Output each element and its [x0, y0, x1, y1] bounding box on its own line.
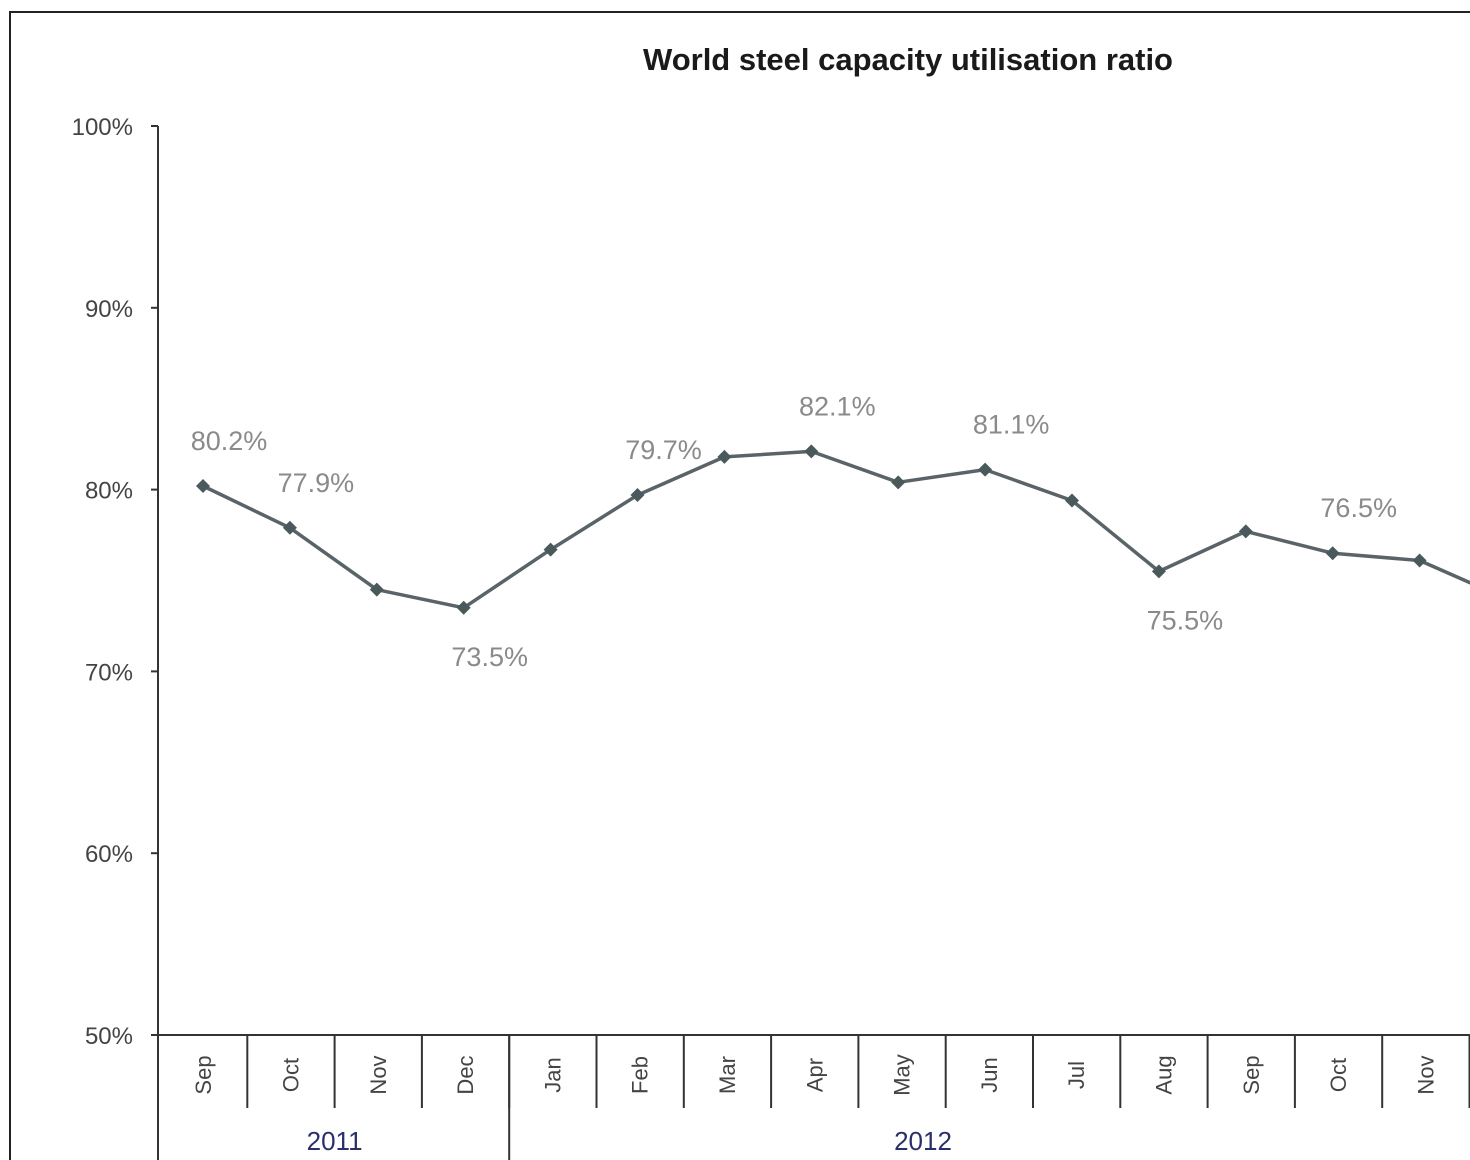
- data-point: [543, 542, 558, 557]
- data-point: [630, 488, 645, 503]
- plot-area: 80.2% 77.9% 73.5% 79.7% 82.1% 81.1% 75.5% 76.5%: [191, 391, 1470, 672]
- data-point: [456, 600, 471, 615]
- data-point: [1151, 564, 1166, 579]
- x-tick-label: Oct: [278, 1058, 303, 1092]
- x-axis: Sep Oct Nov Dec Jan Feb Mar Apr May Jun Jul Aug Sep O…: [158, 1034, 1470, 1160]
- data-point: [369, 582, 384, 597]
- y-axis: 50% 60% 70% 80% 90% 100%: [72, 114, 159, 1160]
- data-label: 80.2%: [191, 426, 268, 456]
- data-point: [1325, 546, 1340, 561]
- data-label: 76.5%: [1320, 493, 1397, 523]
- data-label: 81.1%: [973, 410, 1050, 440]
- x-tick-label: Apr: [802, 1058, 827, 1092]
- y-tick-label: 50%: [85, 1023, 133, 1050]
- data-point: [196, 478, 210, 493]
- x-tick-label: Feb: [628, 1056, 653, 1094]
- x-tick-label: Jan: [540, 1057, 565, 1092]
- x-tick-label: Nov: [1413, 1055, 1438, 1094]
- x-tick-label: Oct: [1326, 1058, 1351, 1092]
- data-label: 75.5%: [1147, 605, 1224, 635]
- data-label: 79.7%: [625, 435, 702, 465]
- data-point: [978, 462, 993, 477]
- data-point: [1065, 493, 1079, 508]
- data-label: 77.9%: [278, 468, 355, 498]
- x-tick-label: Sep: [1239, 1055, 1264, 1094]
- data-point: [717, 449, 732, 464]
- x-tick-label: Nov: [366, 1055, 391, 1094]
- chart-title: World steel capacity utilisation ratio: [643, 42, 1173, 77]
- data-point: [1238, 524, 1253, 539]
- data-point: [1412, 553, 1427, 568]
- y-tick-label: 60%: [85, 841, 133, 868]
- year-label: 2011: [307, 1126, 363, 1156]
- year-label: 2012: [894, 1126, 952, 1156]
- y-tick-label: 80%: [85, 478, 133, 505]
- data-point: [804, 444, 819, 459]
- data-label: 82.1%: [799, 391, 876, 421]
- data-point: [282, 520, 297, 535]
- x-tick-label: Aug: [1151, 1055, 1176, 1094]
- y-tick-label: 70%: [85, 659, 133, 686]
- data-label: 73.5%: [451, 642, 528, 672]
- x-tick-label: Jul: [1064, 1061, 1089, 1089]
- x-tick-label: Sep: [191, 1055, 216, 1094]
- y-tick-label: 90%: [85, 296, 133, 323]
- x-tick-label: Jun: [977, 1057, 1002, 1092]
- data-point: [891, 475, 906, 490]
- chart-border: [9, 11, 1470, 1160]
- x-tick-label: Mar: [715, 1056, 740, 1094]
- x-tick-label: Dec: [453, 1055, 478, 1094]
- y-tick-label: 100%: [72, 114, 133, 141]
- series-line: [202, 449, 1470, 610]
- x-tick-label: May: [890, 1054, 915, 1096]
